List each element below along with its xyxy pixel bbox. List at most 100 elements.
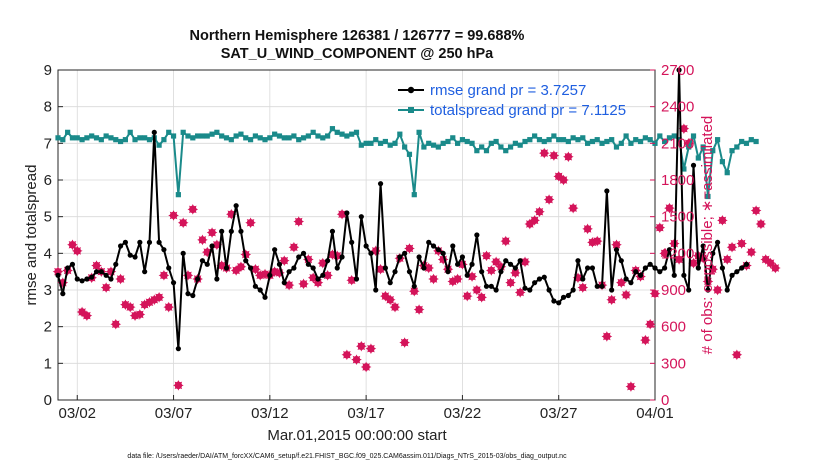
spread-point (238, 131, 244, 137)
y2-tick-label: 2100 (661, 135, 694, 152)
spread-point (103, 133, 109, 139)
obs-assimilated-point (384, 294, 396, 306)
spread-point (117, 138, 124, 145)
obs-assimilated-point (664, 202, 675, 214)
rmse-point (565, 292, 571, 299)
spread-point (368, 140, 374, 146)
rmse-point (705, 287, 711, 293)
obs-assimilated-point (577, 282, 589, 293)
obs-assimilated-point (153, 292, 165, 303)
obs-assimilated-point (673, 254, 685, 265)
x-axis-label: Mar.01,2015 00:00:00 start (267, 427, 447, 444)
rmse-point (281, 280, 287, 286)
rmse-point (272, 247, 278, 253)
spread-point (724, 170, 730, 176)
y2-tick-label: 2700 (661, 62, 694, 79)
y-tick-label: 1 (44, 355, 52, 372)
spread-point (690, 133, 697, 139)
obs-assimilated-point (640, 334, 651, 346)
obs-assimilated-point (278, 255, 290, 266)
spread-point (570, 135, 576, 141)
rmse-point (628, 280, 634, 286)
spread-point (334, 129, 340, 135)
spread-point (353, 129, 360, 135)
rmse-point (103, 272, 109, 278)
spread-point (426, 140, 432, 146)
spread-point (262, 137, 268, 143)
spread-point (637, 138, 644, 145)
y-tick-label: 3 (44, 282, 52, 299)
spread-point (575, 137, 581, 143)
rmse-point (122, 239, 129, 245)
rmse-point (551, 298, 557, 304)
spread-point (705, 193, 711, 200)
rmse-point (180, 250, 186, 256)
rmse-point (146, 239, 153, 245)
rmse-point (493, 287, 499, 293)
obs-assimilated-point (389, 301, 401, 313)
spread-point (647, 137, 653, 143)
spread-point (199, 133, 206, 139)
spread-point (267, 135, 273, 141)
rmse-point (296, 254, 302, 260)
rmse-point (455, 261, 461, 267)
x-tick-label: 03/02 (58, 405, 96, 422)
spread-point (79, 137, 85, 143)
obs-assimilated-point (649, 288, 661, 300)
spread-point (195, 133, 201, 139)
obs-assimilated-point (177, 217, 189, 229)
obs-assimilated-point (582, 223, 593, 235)
rmse-point (151, 129, 157, 135)
spread-point (291, 133, 297, 139)
spread-point (455, 140, 461, 146)
spread-point (185, 133, 191, 139)
rmse-point (421, 265, 427, 271)
rmse-point (416, 254, 422, 260)
spread-point (556, 137, 562, 143)
spread-point (272, 131, 278, 137)
rmse-point (65, 265, 71, 271)
spread-point (166, 129, 172, 135)
spread-point (74, 135, 80, 141)
x-tick-label: 04/01 (636, 405, 674, 422)
spread-point (142, 135, 148, 141)
rmse-point (459, 254, 466, 260)
spread-point (373, 137, 379, 143)
obs-assimilated-point (601, 331, 613, 342)
spread-point (753, 138, 759, 145)
obs-assimilated-point (620, 289, 632, 301)
chart-subtitle: SAT_U_WIND_COMPONENT @ 250 hPa (221, 46, 494, 62)
obs-assimilated-point (163, 301, 175, 313)
obs-assimilated-point (413, 304, 425, 315)
rmse-point (373, 287, 379, 293)
obs-assimilated-point (717, 215, 728, 226)
obs-assimilated-point (505, 277, 516, 288)
rmse-point (406, 269, 413, 275)
spread-point (546, 137, 552, 143)
rmse-point (560, 294, 567, 300)
obs-assimilated-point (563, 151, 574, 163)
spread-point (565, 138, 571, 145)
spread-point (310, 129, 316, 135)
obs-assimilated-point (355, 340, 367, 352)
spread-point (392, 140, 398, 146)
y2-axis-label: # of obs: o=possible; ∗=assimilated (699, 116, 716, 355)
obs-assimilated-point (428, 273, 439, 285)
spread-point (748, 137, 754, 143)
rmse-point (604, 188, 610, 194)
spread-point (161, 137, 167, 143)
spread-point (325, 133, 331, 139)
obs-assimilated-point (615, 277, 627, 288)
spread-point (445, 138, 451, 145)
spread-point (536, 137, 543, 143)
obs-assimilated-point (548, 150, 560, 161)
rmse-point (344, 210, 350, 216)
rmse-point (546, 287, 552, 293)
y2-tick-label: 900 (661, 282, 686, 299)
obs-assimilated-point (471, 284, 483, 296)
obs-assimilated-point (770, 262, 781, 274)
rmse-point (300, 250, 307, 256)
spread-point (55, 135, 61, 141)
spread-point (252, 133, 258, 139)
obs-assimilated-point (351, 354, 362, 366)
